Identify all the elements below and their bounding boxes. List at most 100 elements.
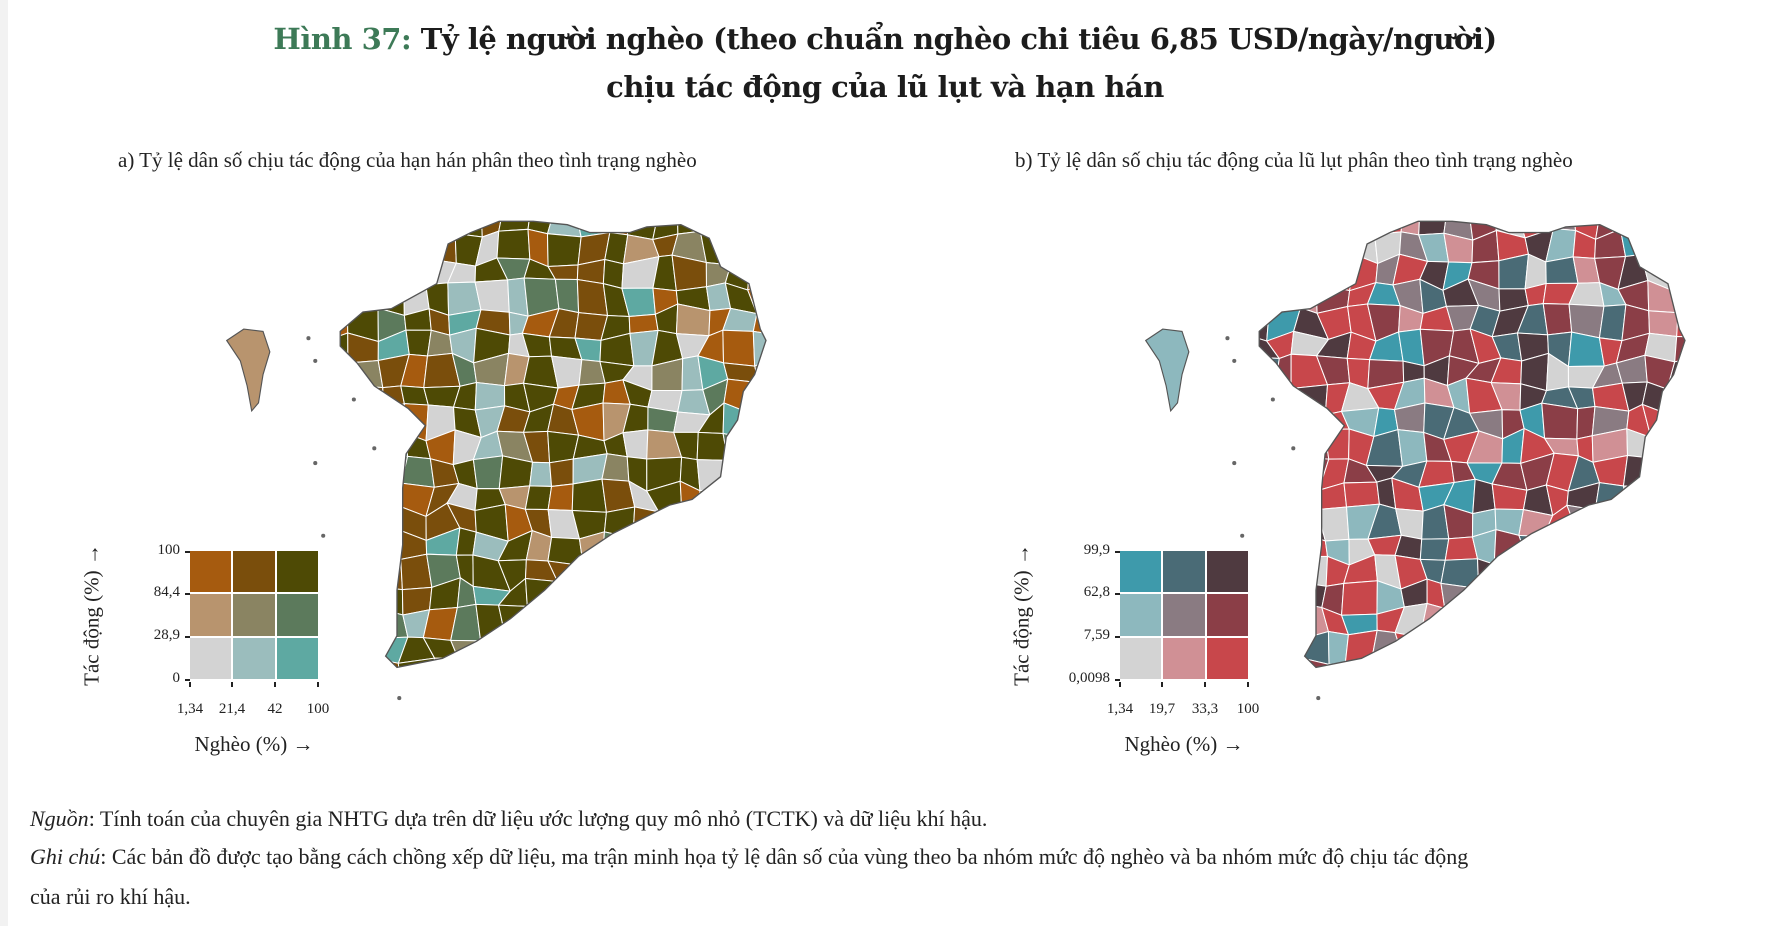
district-area [340, 461, 362, 490]
district-area [1518, 534, 1554, 565]
district-area [1319, 238, 1356, 260]
x-tick-mark [1161, 682, 1163, 687]
district-area [450, 221, 483, 238]
district-area [340, 431, 353, 464]
district-area [1671, 509, 1685, 538]
district-area [1419, 631, 1454, 655]
district-area [753, 610, 766, 636]
flood-bivariate-legend: 99,9 62,8 7,59 0,0098 1,34 19,7 33,3 100 Tác độn… [1010, 542, 1330, 811]
district-area [1418, 221, 1448, 236]
small-island [321, 533, 326, 538]
district-area [702, 656, 736, 668]
district-area [1618, 503, 1654, 541]
district-area [1259, 232, 1278, 263]
district-area [379, 402, 407, 434]
district-area [524, 485, 553, 511]
district-area [1297, 484, 1320, 511]
district-area [405, 329, 432, 357]
district-area [730, 229, 751, 266]
district-area [625, 603, 651, 633]
district-area [1269, 253, 1299, 292]
district-area [1666, 387, 1685, 416]
district-area [1675, 477, 1685, 515]
y-tick-label: 7,59 [1030, 627, 1120, 644]
district-area [601, 531, 634, 561]
district-area [1269, 221, 1300, 240]
district-area [380, 502, 403, 533]
district-area [340, 261, 358, 291]
district-area [1642, 503, 1679, 538]
district-area [596, 654, 636, 668]
district-area [1546, 221, 1577, 232]
district-area [1594, 504, 1628, 541]
district-area [630, 578, 651, 616]
district-area [754, 579, 766, 616]
district-area [749, 237, 766, 266]
district-area [674, 553, 704, 590]
district-area [351, 385, 384, 417]
district-area [647, 588, 686, 606]
district-area [729, 561, 758, 581]
district-area [346, 428, 381, 464]
district-area [479, 639, 507, 657]
district-area [696, 459, 729, 492]
legend-cell [276, 551, 318, 593]
district-area [746, 461, 766, 484]
legend-cell [1206, 551, 1248, 593]
district-area [723, 221, 754, 240]
district-area [1296, 236, 1325, 260]
district-area [1442, 652, 1475, 668]
district-area [1648, 310, 1679, 338]
district-area [1259, 259, 1276, 293]
district-area [648, 603, 686, 638]
district-area [1370, 656, 1405, 668]
district-area [1641, 603, 1671, 632]
district-area [1641, 580, 1673, 614]
district-area [1593, 578, 1630, 615]
district-area [601, 453, 630, 482]
district-area [346, 410, 384, 433]
district-area [1523, 556, 1553, 591]
y-tick-label: 0,0098 [1030, 670, 1120, 687]
district-area [674, 535, 699, 561]
flood-poverty-map [1144, 220, 1686, 701]
district-area [502, 654, 530, 668]
x-axis-label: Nghèo (%) → [1124, 732, 1244, 756]
small-island [1232, 358, 1237, 363]
district-area [1259, 402, 1276, 441]
small-island [397, 696, 402, 701]
district-area [571, 478, 608, 513]
source-note: Nguồn: Tính toán của chuyên gia NHTG dựa… [30, 806, 987, 832]
district-area [747, 632, 766, 662]
district-area [340, 332, 349, 364]
district-area [1291, 253, 1325, 290]
legend-cell [190, 551, 232, 593]
district-area [752, 308, 766, 336]
district-area [1618, 527, 1654, 557]
district-area [1670, 287, 1685, 314]
district-area [1670, 264, 1685, 291]
district-area [549, 664, 583, 668]
legend-cell [1120, 594, 1162, 636]
district-area [377, 428, 409, 457]
district-area [1565, 605, 1600, 639]
district-area [427, 221, 456, 235]
district-area [1545, 604, 1578, 640]
x-tick-mark [1119, 682, 1121, 687]
drought-bivariate-legend: 100 84,4 28,9 0 1,34 21,4 42 100 Tác động (%) → N… [80, 542, 400, 811]
district-area [340, 306, 349, 339]
district-area [724, 482, 756, 514]
district-area [1315, 253, 1356, 292]
small-island [1240, 533, 1245, 538]
district-area [1259, 377, 1278, 412]
district-area [1676, 312, 1685, 338]
legend-cell [190, 637, 232, 679]
x-tick-mark [1204, 682, 1206, 687]
x-tick-mark [274, 682, 276, 687]
district-area [727, 512, 756, 535]
district-area [625, 629, 650, 656]
legend-cell [233, 594, 275, 636]
district-area [574, 579, 603, 617]
district-area [574, 607, 610, 637]
district-area [546, 221, 582, 238]
